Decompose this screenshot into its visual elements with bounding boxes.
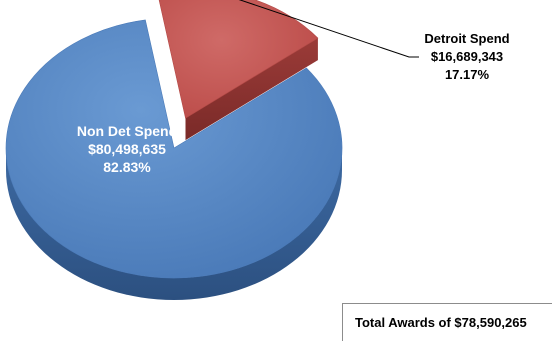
pie-slice-non-det-spend [5, 19, 343, 279]
pie-slice-detroit-spend [158, 0, 319, 119]
slice-label-value-non-det-spend: $80,498,635 [88, 141, 166, 157]
leader-line-detroit-spend [238, 0, 419, 58]
pie-slice-side-non-det-spend [6, 148, 342, 300]
slice-label-value-detroit-spend: $16,689,343 [431, 49, 503, 64]
slice-label-percent-non-det-spend: 82.83% [103, 159, 151, 175]
slice-label-name-detroit-spend: Detroit Spend [424, 31, 509, 46]
slice-label-percent-detroit-spend: 17.17% [445, 67, 490, 82]
slice-label-name-non-det-spend: Non Det Spend [77, 123, 177, 139]
pie-slice-edge-detroit-spend [185, 38, 318, 141]
total-awards-annotation: Total Awards of $78,590,265 [342, 303, 552, 341]
